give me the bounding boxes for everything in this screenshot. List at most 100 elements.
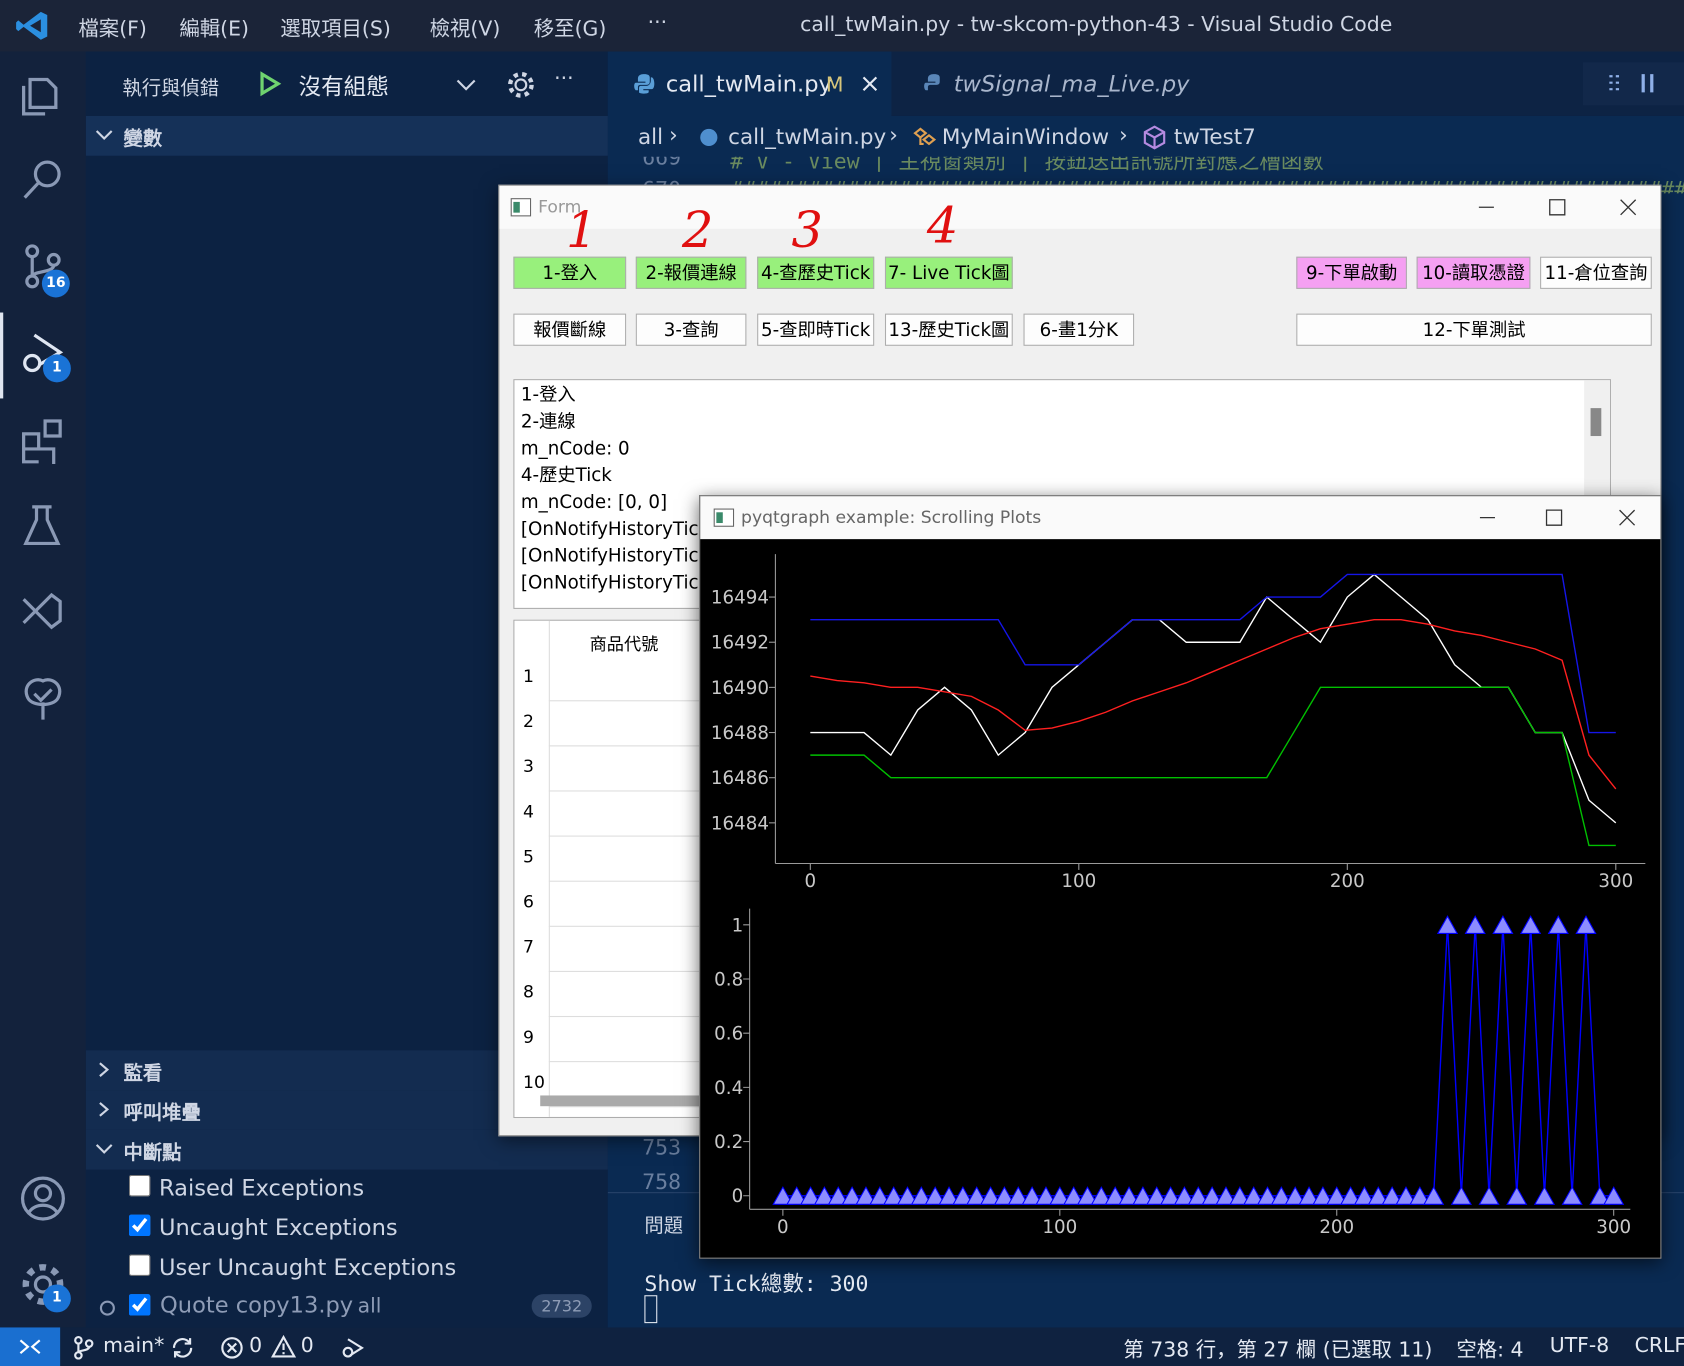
- breakpoint-item[interactable]: Quote copy13.py all 2732: [99, 1291, 604, 1326]
- button[interactable]: 3-查詢: [635, 313, 747, 346]
- x-tick-label: 300: [1598, 871, 1633, 892]
- debug-controls[interactable]: [1605, 71, 1669, 97]
- triangle-marker: [1423, 1186, 1445, 1205]
- button[interactable]: 4-查歷史Tick: [757, 256, 875, 289]
- chevron: [99, 1102, 110, 1117]
- y-tick-label: 16488: [711, 723, 769, 744]
- search-icon[interactable]: [19, 157, 66, 204]
- indentation[interactable]: 空格: 4: [1456, 1338, 1524, 1362]
- row-number: 8: [523, 981, 534, 1003]
- tree-icon[interactable]: [19, 674, 66, 721]
- triangle-marker: [1132, 1186, 1154, 1205]
- sync-icon[interactable]: [170, 1335, 196, 1361]
- button[interactable]: 1-登入: [513, 256, 627, 289]
- panel-tab[interactable]: 問題: [644, 1214, 684, 1238]
- button[interactable]: 11-倉位查詢: [1540, 256, 1652, 289]
- section-header[interactable]: 變數: [85, 115, 608, 156]
- column-header[interactable]: 商品代號: [589, 633, 659, 655]
- checkbox[interactable]: [128, 1254, 151, 1276]
- config-dropdown[interactable]: 沒有組態: [288, 68, 488, 105]
- tab-status: M: [825, 73, 844, 97]
- eol[interactable]: CRLF: [1634, 1333, 1684, 1358]
- testing-icon[interactable]: [19, 503, 66, 550]
- breadcrumb-item[interactable]: call_twMain.py: [728, 123, 887, 150]
- triangle-marker: [1118, 1186, 1140, 1205]
- menu-item[interactable]: 選取項目(S): [280, 17, 391, 41]
- row-number: 5: [523, 846, 534, 867]
- breadcrumb-separator: ›: [669, 121, 678, 148]
- button[interactable]: 13-歷史Tick圖: [884, 313, 1013, 346]
- y-tick-label: 16490: [711, 678, 769, 699]
- triangle-marker: [966, 1186, 988, 1205]
- plot-window: pyqtgraph example: Scrolling Plots 16484…: [699, 495, 1662, 1259]
- menu-item[interactable]: 檔案(F): [78, 17, 147, 41]
- button[interactable]: 5-查即時Tick: [757, 313, 875, 346]
- menu-item[interactable]: 檢視(V): [429, 17, 501, 41]
- scm-icon[interactable]: [19, 243, 66, 290]
- row-number: 3: [523, 756, 534, 777]
- breakpoint-item[interactable]: Raised Exceptions: [128, 1174, 364, 1201]
- error-count[interactable]: 0: [249, 1333, 263, 1358]
- y-tick-label: 16484: [711, 813, 769, 834]
- triangle-marker: [1506, 1186, 1528, 1205]
- breakpoint-item[interactable]: Uncaught Exceptions: [128, 1214, 398, 1240]
- tab[interactable]: twSignal_ma_Live.py: [891, 52, 1213, 116]
- triangle-marker: [883, 1186, 905, 1205]
- debug-status-icon[interactable]: [339, 1336, 365, 1360]
- remote-icon[interactable]: [19, 589, 66, 636]
- scroll-thumb[interactable]: [1590, 408, 1602, 437]
- row-number: 10: [523, 1071, 545, 1093]
- window-controls[interactable]: [1466, 197, 1649, 218]
- button[interactable]: 報價斷線: [513, 313, 627, 346]
- menu-item[interactable]: 移至(G): [533, 17, 607, 41]
- warning-count[interactable]: 0: [300, 1333, 314, 1358]
- chevron: [456, 79, 476, 91]
- triangle-marker: [1367, 1186, 1389, 1205]
- close-tab[interactable]: [861, 75, 878, 92]
- breakpoint-label: Quote copy13.py: [160, 1291, 354, 1318]
- y-tick-label: 0: [732, 1186, 744, 1207]
- triangle-marker: [786, 1186, 808, 1205]
- triangle-marker: [1381, 1186, 1403, 1205]
- breadcrumb-item[interactable]: MyMainWindow: [941, 123, 1110, 150]
- account-icon[interactable]: [19, 1175, 66, 1222]
- triangle-marker: [1243, 1186, 1265, 1205]
- explorer-icon[interactable]: [19, 71, 66, 118]
- start-button[interactable]: [258, 71, 282, 97]
- remote-button[interactable]: [0, 1327, 61, 1366]
- branch[interactable]: main*: [103, 1333, 165, 1358]
- h-scrollbar[interactable]: [540, 1095, 734, 1107]
- button[interactable]: 2-報價連線: [635, 256, 747, 289]
- cursor-position[interactable]: 第 738 行，第 27 欄 (已選取 11): [1123, 1338, 1433, 1362]
- checkbox[interactable]: [128, 1174, 151, 1197]
- python-icon: [924, 74, 940, 91]
- window-controls[interactable]: [1469, 507, 1652, 528]
- button[interactable]: 12-下單測試: [1296, 313, 1652, 346]
- triangle-marker: [827, 1186, 849, 1205]
- debug-badge: 1: [42, 354, 71, 383]
- button[interactable]: 10-讀取憑證: [1416, 256, 1531, 289]
- triangle-marker: [1547, 915, 1569, 934]
- settings-button[interactable]: [507, 71, 535, 99]
- checkbox[interactable]: [128, 1294, 151, 1316]
- triangle-marker: [1409, 1186, 1431, 1205]
- status-bar: main* 0 0 第 738 行，第 27 欄 (已選取 11) 空格: 4 …: [0, 1327, 1684, 1366]
- extensions-icon[interactable]: [19, 417, 66, 464]
- breadcrumb-item[interactable]: all: [637, 123, 664, 150]
- menu-more[interactable]: ···: [647, 10, 668, 35]
- encoding[interactable]: UTF-8: [1549, 1333, 1610, 1358]
- breakpoint-item[interactable]: User Uncaught Exceptions: [128, 1254, 456, 1280]
- terminal-cursor: [644, 1295, 658, 1324]
- more-button[interactable]: ···: [554, 66, 574, 91]
- chevron: [95, 1144, 113, 1154]
- window-titlebar: pyqtgraph example: Scrolling Plots: [700, 496, 1661, 540]
- button[interactable]: 9-下單啟動: [1296, 256, 1407, 289]
- button[interactable]: 6-畫1分K: [1023, 313, 1135, 346]
- menu-item[interactable]: 編輯(E): [179, 17, 249, 41]
- button[interactable]: 7- Live Tick圖: [884, 256, 1013, 289]
- breadcrumb-item[interactable]: twTest7: [1173, 123, 1256, 150]
- checkbox[interactable]: [128, 1214, 151, 1237]
- tab[interactable]: call_twMain.py M: [607, 51, 892, 116]
- section-header[interactable]: 中斷點: [85, 1129, 608, 1170]
- row-number: 1: [523, 665, 534, 687]
